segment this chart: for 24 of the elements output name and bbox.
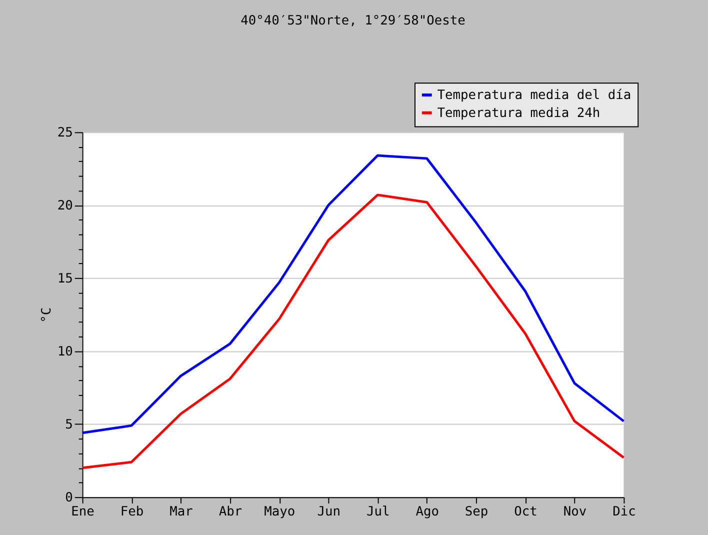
x-tick-label: Sep (464, 504, 488, 520)
y-tick-label: 0 (65, 490, 73, 506)
x-tick-label: Feb (120, 504, 144, 520)
legend-label: Temperatura media 24h (437, 106, 600, 121)
x-tick-label: Mar (170, 504, 194, 520)
x-tick-label: Jul (366, 504, 390, 520)
x-tick-label: Oct (514, 504, 538, 520)
y-tick-label: 5 (65, 418, 73, 433)
y-axis-title: °C (39, 307, 54, 323)
y-tick-label: 20 (57, 198, 73, 214)
x-tick-label: Abr (218, 504, 242, 520)
x-tick-label: Jun (317, 504, 341, 520)
x-tick-label: Dic (612, 504, 636, 520)
x-tick-label: Ene (71, 504, 94, 520)
line-series (81, 194, 625, 470)
x-tick-label: Mayo (264, 504, 296, 520)
line-series (81, 154, 625, 434)
legend-label: Temperatura media del día (437, 88, 632, 103)
y-tick-label: 25 (57, 126, 73, 141)
chart-title: 40°40′53"Norte, 1°29′58"Oeste (240, 14, 466, 29)
x-tick-label: Nov (563, 504, 587, 520)
y-tick-label: 10 (57, 344, 73, 360)
y-tick-label: 15 (57, 272, 73, 287)
x-tick-label: Ago (416, 504, 439, 520)
